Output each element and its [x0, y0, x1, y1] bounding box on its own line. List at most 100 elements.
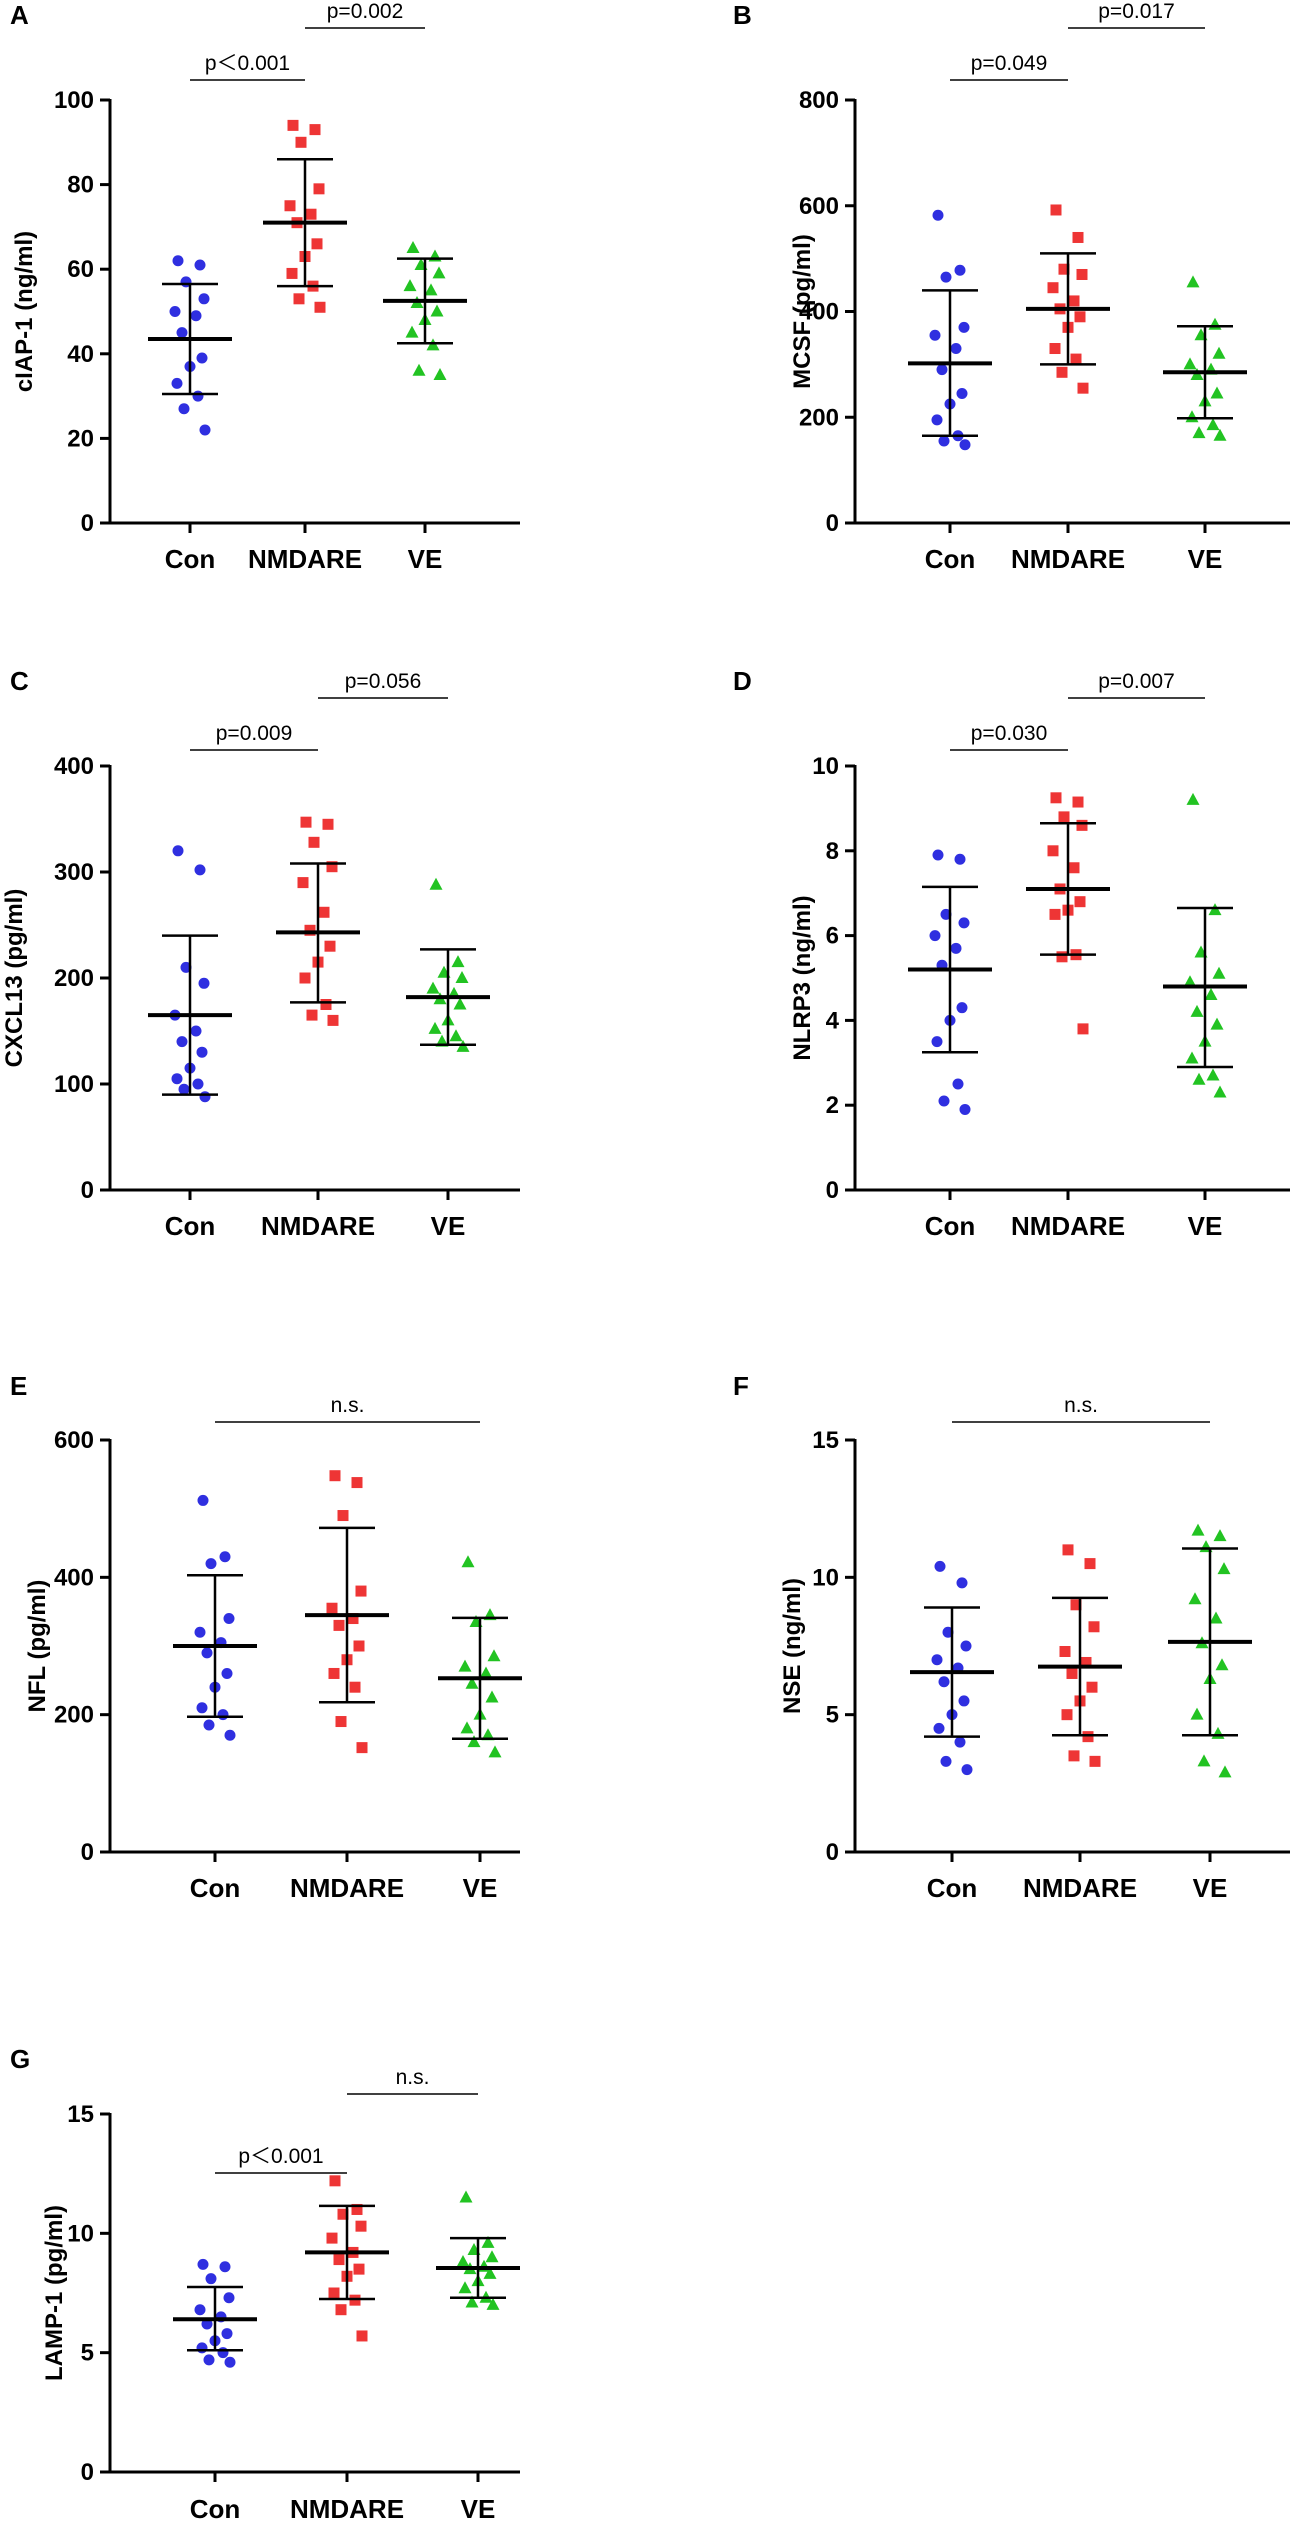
panel-letter: E [10, 1371, 27, 1401]
data-point [1070, 353, 1082, 365]
data-point [306, 1009, 318, 1021]
data-point [1084, 1558, 1096, 1570]
data-point [465, 2295, 479, 2308]
series-con [173, 2258, 257, 2368]
data-point [198, 293, 210, 305]
data-point [1074, 311, 1086, 323]
y-tick-label: 40 [67, 341, 94, 368]
data-point [221, 2328, 233, 2340]
data-point [328, 2287, 340, 2299]
data-point [320, 999, 332, 1010]
data-point [305, 208, 317, 220]
y-tick-label: 200 [54, 965, 94, 992]
data-point [224, 2356, 236, 2368]
data-point [335, 2304, 347, 2316]
data-point [426, 981, 440, 994]
data-point [1190, 1004, 1204, 1017]
data-point [958, 1695, 970, 1707]
y-tick-label: 10 [812, 753, 839, 780]
data-point [313, 183, 325, 195]
y-tick-label: 60 [67, 256, 94, 283]
x-category-label: Con [165, 1211, 216, 1241]
data-point [460, 1721, 474, 1734]
x-category-label: Con [190, 2494, 241, 2524]
y-tick-label: 4 [826, 1007, 840, 1034]
data-point [201, 2318, 213, 2330]
data-point [1197, 1754, 1211, 1767]
data-point [196, 2342, 208, 2354]
series-con [908, 209, 992, 451]
data-point [1068, 862, 1080, 874]
data-point [453, 997, 467, 1010]
data-point [286, 267, 298, 279]
y-tick-label: 600 [54, 1427, 94, 1454]
data-point [295, 136, 307, 148]
y-tick-label: 6 [826, 923, 839, 950]
data-point [481, 2235, 495, 2248]
y-tick-label: 400 [54, 753, 94, 780]
data-point [429, 877, 443, 890]
data-point [959, 1103, 971, 1115]
data-point [1056, 951, 1068, 963]
data-point [465, 1676, 479, 1689]
x-category-label: Con [925, 1211, 976, 1241]
y-axis-title: NLRP3 (ng/ml) [789, 895, 816, 1060]
data-point [1192, 426, 1206, 439]
data-point [931, 1654, 943, 1666]
data-point [322, 818, 334, 830]
panel-letter: D [733, 666, 752, 696]
data-point [456, 2254, 470, 2267]
data-point [432, 266, 446, 279]
data-point [197, 2258, 209, 2270]
series-ve [1163, 275, 1247, 441]
data-point [461, 1555, 475, 1568]
data-point [304, 924, 316, 936]
significance-label: p=0.049 [971, 52, 1048, 75]
data-point [219, 1551, 231, 1563]
data-point [190, 310, 202, 322]
data-point [961, 1764, 973, 1776]
data-point [221, 1667, 233, 1679]
significance-label: n.s. [396, 2066, 430, 2089]
x-category-label: Con [190, 1873, 241, 1903]
y-tick-label: 100 [54, 87, 94, 114]
series-con [908, 849, 992, 1115]
data-point [1212, 346, 1226, 359]
panel-letter: B [733, 0, 752, 30]
y-axis-title: MCSF (pg/ml) [789, 234, 816, 389]
x-category-label: VE [1193, 1873, 1228, 1903]
data-point [190, 1025, 202, 1037]
data-point [326, 861, 338, 873]
data-point [205, 1558, 217, 1570]
data-point [458, 2281, 472, 2294]
y-tick-label: 2 [826, 1092, 839, 1119]
data-point [931, 414, 943, 426]
data-point [223, 1613, 235, 1625]
series-ve [436, 2190, 520, 2310]
significance-label: p＜0.001 [205, 52, 290, 75]
data-point [455, 971, 469, 983]
data-point [449, 1029, 463, 1042]
data-point [485, 2250, 499, 2263]
data-point [194, 864, 206, 876]
data-point [1059, 1645, 1071, 1657]
data-point [192, 1078, 204, 1090]
data-point [488, 1745, 502, 1758]
data-point [1066, 1667, 1078, 1679]
series-ve [383, 241, 467, 380]
significance-label: p=0.007 [1098, 670, 1175, 693]
data-point [1211, 1726, 1225, 1739]
data-point [1183, 357, 1197, 370]
y-tick-label: 300 [54, 859, 94, 886]
data-point [485, 1690, 499, 1703]
data-point [954, 264, 966, 276]
data-point [178, 403, 190, 415]
data-point [299, 972, 311, 984]
x-category-label: VE [463, 1873, 498, 1903]
data-point [430, 304, 444, 317]
data-point [1082, 1731, 1094, 1743]
data-point [1210, 1017, 1224, 1030]
data-point [1050, 792, 1062, 804]
data-point [1204, 987, 1218, 1000]
data-point [328, 1667, 340, 1679]
